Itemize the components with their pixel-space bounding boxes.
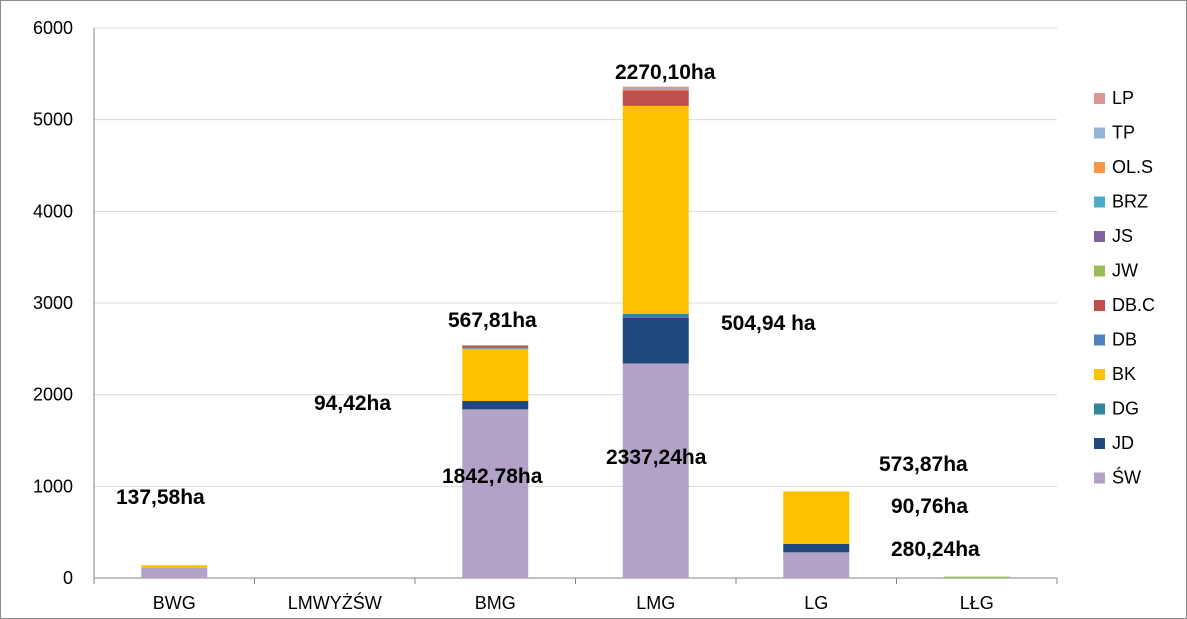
legend-label: TP: [1112, 123, 1135, 143]
bar-segment: [622, 314, 689, 318]
legend-label: LP: [1112, 88, 1134, 108]
x-category-label: LŁG: [960, 593, 994, 613]
bar-segment: [622, 86, 689, 89]
y-tick-label: 4000: [33, 201, 73, 221]
data-annotation: 280,24ha: [891, 538, 980, 561]
bar-segment: [141, 567, 208, 578]
x-category-label: BMG: [475, 593, 516, 613]
y-tick-label: 1000: [33, 476, 73, 496]
bar-segment: [462, 347, 529, 349]
legend-swatch: [1094, 300, 1105, 311]
legend-label: JD: [1112, 433, 1134, 453]
data-annotation: 2270,10ha: [615, 61, 716, 84]
x-category-label: BWG: [153, 593, 196, 613]
data-annotation: 573,87ha: [879, 453, 968, 476]
legend-swatch: [1094, 196, 1105, 208]
bar-segment: [622, 363, 689, 578]
x-category-label: LMWYŻŚW: [288, 592, 382, 613]
data-annotation: 567,81ha: [448, 309, 537, 332]
y-tick-label: 6000: [33, 18, 73, 38]
bar-segment: [783, 491, 850, 544]
bar-segment: [462, 409, 529, 578]
data-annotation: 90,76ha: [891, 495, 968, 518]
legend-swatch: [1094, 93, 1105, 104]
legend-swatch: [1094, 472, 1105, 484]
bar-segment: [622, 90, 689, 106]
bar-segment: [783, 543, 850, 553]
data-annotation: 137,58ha: [116, 486, 205, 509]
legend-label: DB.C: [1112, 295, 1155, 315]
legend-swatch: [1094, 438, 1105, 449]
legend-label: JS: [1112, 226, 1133, 246]
bar-segment: [943, 576, 1010, 578]
legend-label: BK: [1112, 364, 1136, 384]
bar-segment: [622, 105, 689, 315]
x-category-label: LG: [804, 593, 828, 613]
legend-swatch: [1094, 265, 1105, 277]
legend-swatch: [1094, 403, 1105, 415]
bar-segment: [462, 348, 529, 401]
y-tick-label: 5000: [33, 110, 73, 130]
bar-segment: [462, 345, 529, 346]
data-annotation: 94,42ha: [314, 392, 391, 415]
data-annotation: 2337,24ha: [606, 446, 707, 469]
legend-label: DG: [1112, 399, 1139, 419]
legend-label: ŚW: [1112, 467, 1141, 488]
legend-swatch: [1094, 231, 1105, 242]
legend-swatch: [1094, 369, 1105, 380]
legend-swatch: [1094, 162, 1105, 173]
legend-label: BRZ: [1112, 192, 1148, 212]
legend-label: DB: [1112, 330, 1137, 350]
legend-swatch: [1094, 334, 1105, 346]
y-tick-label: 2000: [33, 385, 73, 405]
y-tick-label: 3000: [33, 293, 73, 313]
legend-label: OL.S: [1112, 157, 1153, 177]
bar-segment: [462, 400, 529, 410]
data-annotation: 1842,78ha: [442, 465, 543, 488]
y-tick-label: 0: [63, 568, 73, 588]
data-annotation: 504,94 ha: [721, 312, 816, 335]
bar-segment: [462, 345, 529, 348]
bar-segment: [622, 317, 689, 364]
bar-segment: [622, 88, 689, 90]
x-category-label: LMG: [636, 593, 675, 613]
legend-swatch: [1094, 127, 1105, 139]
bar-segment: [783, 552, 850, 578]
bar-segment: [141, 565, 208, 568]
bar-segment: [622, 89, 689, 91]
legend-label: JW: [1112, 261, 1138, 281]
